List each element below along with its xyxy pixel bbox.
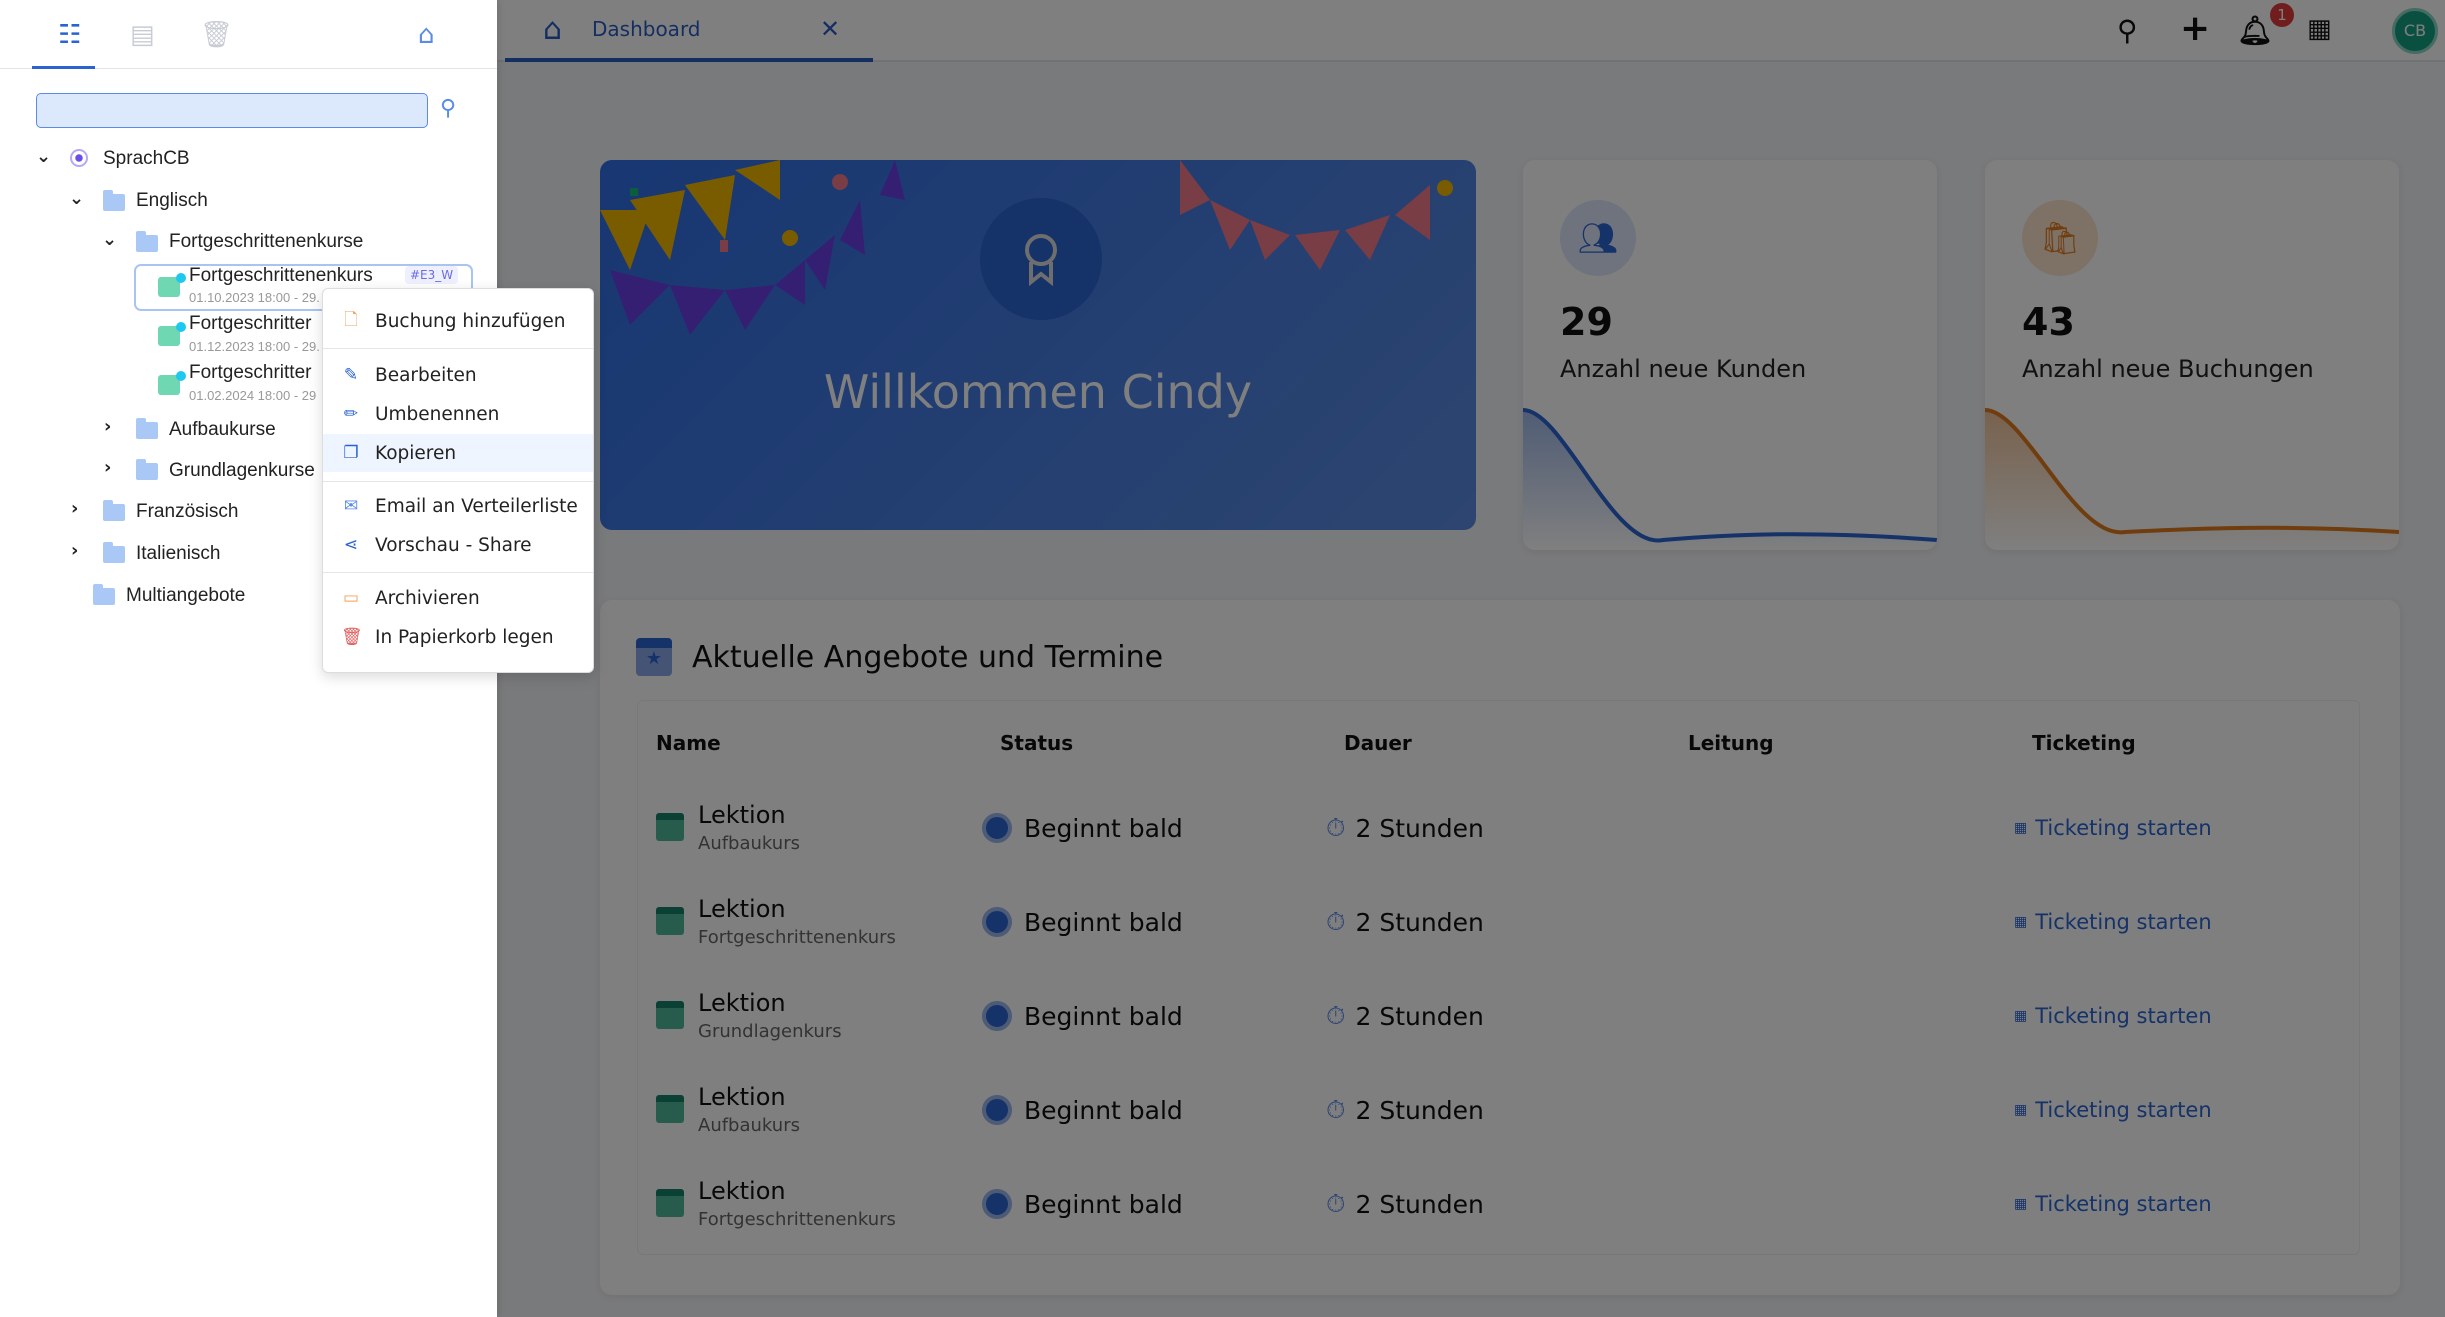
menu-email-list[interactable]: ✉ Email an Verteilerliste	[323, 487, 593, 525]
chevron-right-icon[interactable]: ›	[104, 416, 112, 437]
tree-item-multiangebote[interactable]: Multiangebote	[126, 585, 246, 606]
tree-item-course[interactable]: Fortgeschrittenenkurs	[189, 265, 373, 286]
course-icon	[158, 273, 186, 297]
course-date: 01.10.2023 18:00 - 29.	[189, 290, 320, 305]
pencil-icon: ✏︎	[343, 404, 359, 424]
folder-icon	[136, 418, 158, 439]
chevron-right-icon[interactable]: ›	[104, 457, 112, 478]
tree-item-selected[interactable]	[134, 264, 473, 311]
home-icon[interactable]: ⌂	[418, 20, 435, 50]
mail-icon: ✉	[343, 496, 359, 516]
tree-item-aufbaukurse[interactable]: Aufbaukurse	[169, 419, 276, 440]
tree-item-franzoesisch[interactable]: Französisch	[136, 501, 239, 522]
folder-icon	[136, 459, 158, 480]
tree-item-grundlagenkurse[interactable]: Grundlagenkurse	[169, 460, 315, 481]
main-area: ⌂ Dashboard ✕ ⚲ + 🔔︎ 1 ▦ CB Willkommen C…	[497, 0, 2445, 1317]
folder-icon	[136, 231, 158, 252]
archive-icon: ▭	[342, 588, 360, 608]
course-icon	[158, 322, 186, 346]
multi-folder-icon	[93, 584, 115, 605]
menu-rename[interactable]: ✏︎ Umbenennen	[323, 395, 593, 433]
tree-item-course[interactable]: Fortgeschritter	[189, 362, 312, 383]
tree-item-sprachcb[interactable]: SprachCB	[103, 148, 190, 169]
tree-search-input[interactable]	[36, 93, 428, 128]
active-tab-indicator	[32, 66, 95, 69]
trash-icon[interactable]: 🗑︎	[200, 20, 234, 50]
menu-copy[interactable]: ❐ Kopieren	[323, 434, 593, 472]
tree-item-englisch[interactable]: Englisch	[136, 190, 208, 211]
folder-icon	[103, 500, 125, 521]
course-date: 01.02.2024 18:00 - 29	[189, 388, 317, 403]
course-icon	[158, 371, 186, 395]
modal-overlay[interactable]	[497, 0, 2445, 1317]
context-menu: 🗋 Buchung hinzufügen ✎ Bearbeiten ✏︎ Umbene…	[322, 288, 594, 673]
add-file-icon: 🗋	[344, 309, 358, 330]
root-icon	[70, 149, 88, 167]
course-date: 01.12.2023 18:00 - 29.	[189, 339, 320, 354]
chevron-down-icon[interactable]: ⌄	[102, 229, 118, 250]
copy-icon: ❐	[343, 443, 359, 463]
tree-view-icon[interactable]: ☷	[58, 20, 82, 50]
tree-item-italienisch[interactable]: Italienisch	[136, 543, 221, 564]
tree-item-course[interactable]: Fortgeschritter	[189, 313, 312, 334]
trash-icon: 🗑︎	[341, 627, 363, 647]
menu-preview-share[interactable]: ⋖ Vorschau - Share	[323, 526, 593, 564]
menu-trash[interactable]: 🗑︎ In Papierkorb legen	[341, 626, 554, 648]
chevron-right-icon[interactable]: ›	[71, 498, 79, 519]
folder-icon	[103, 190, 125, 211]
tree-item-fortgeschrittenenkurse[interactable]: Fortgeschrittenenkurse	[169, 231, 364, 252]
search-icon[interactable]: ⚲	[440, 96, 457, 121]
course-tag: #E3_W	[405, 266, 459, 284]
chevron-right-icon[interactable]: ›	[71, 540, 79, 561]
archive-icon[interactable]: ▤	[130, 20, 155, 50]
chevron-down-icon[interactable]: ⌄	[36, 146, 52, 167]
share-icon: ⋖	[343, 535, 359, 555]
edit-icon: ✎	[343, 365, 359, 385]
menu-add-booking[interactable]: 🗋 Buchung hinzufügen	[323, 302, 593, 340]
menu-edit[interactable]: ✎ Bearbeiten	[323, 356, 593, 394]
menu-archive[interactable]: ▭ Archivieren	[342, 587, 480, 609]
folder-icon	[103, 542, 125, 563]
chevron-down-icon[interactable]: ⌄	[69, 188, 85, 209]
